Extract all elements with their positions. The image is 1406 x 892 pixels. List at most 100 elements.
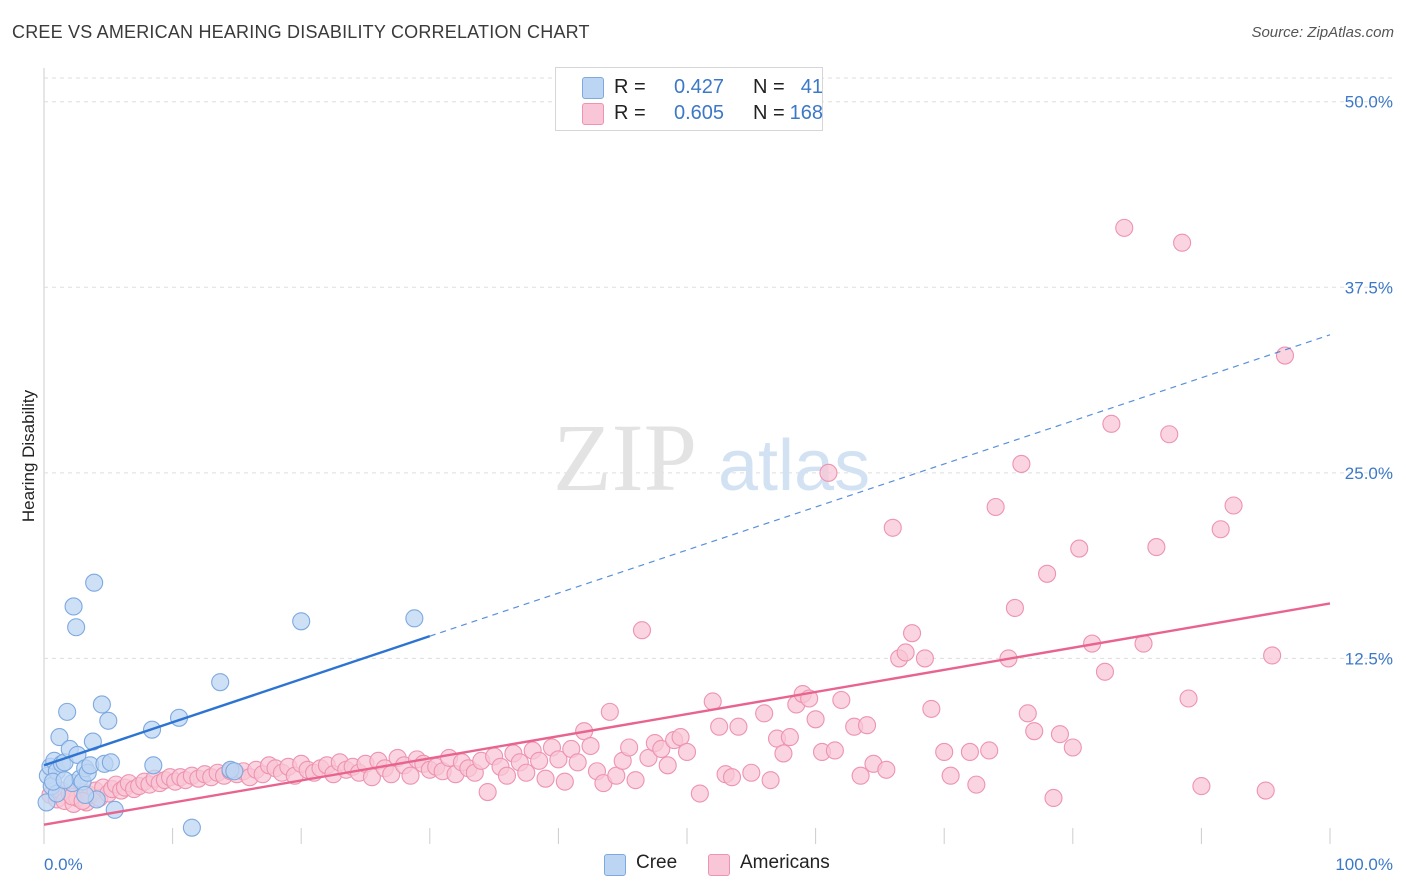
- americans-point: [877, 760, 896, 779]
- americans-point: [1025, 722, 1044, 741]
- americans-point: [549, 750, 568, 769]
- x-tick-label: 0.0%: [44, 855, 83, 874]
- americans-point: [620, 738, 639, 757]
- legend-n-value: 168: [789, 102, 823, 124]
- legend-n-value: 41: [800, 76, 823, 98]
- americans-point: [980, 741, 999, 760]
- americans-point: [478, 782, 497, 802]
- americans-point: [1102, 414, 1121, 433]
- cree-point: [58, 702, 77, 721]
- cree-point: [292, 612, 311, 631]
- y-tick-label: 12.5%: [1345, 649, 1393, 668]
- chart-source: Source: ZipAtlas.com: [1251, 24, 1394, 41]
- americans-point: [806, 710, 825, 729]
- cree-point: [182, 818, 201, 837]
- legend-swatch-cree: [582, 77, 604, 99]
- cree-point: [101, 753, 120, 772]
- cree-point: [76, 785, 95, 805]
- americans-point: [851, 766, 870, 785]
- americans-point: [1115, 218, 1134, 237]
- americans-point: [742, 763, 761, 782]
- cree-point: [55, 771, 74, 790]
- cree-point: [64, 597, 83, 616]
- americans-point: [536, 769, 555, 788]
- cree-point: [67, 618, 86, 637]
- americans-point: [1070, 539, 1089, 558]
- americans-trend-line: [43, 602, 1331, 826]
- americans-point: [568, 753, 587, 772]
- americans-point: [902, 624, 922, 643]
- americans-point: [1044, 788, 1063, 808]
- americans-point: [832, 690, 851, 710]
- americans-point: [774, 744, 793, 763]
- americans-point: [1224, 496, 1243, 515]
- americans-point: [755, 704, 774, 723]
- y-tick-label: 50.0%: [1345, 93, 1393, 112]
- y-tick-label: 37.5%: [1345, 278, 1393, 297]
- x-tick-label: 100.0%: [1335, 855, 1393, 874]
- watermark: ZIP atlas: [553, 404, 870, 511]
- americans-point: [857, 716, 877, 735]
- americans-point: [652, 739, 671, 759]
- americans-point: [1147, 538, 1166, 557]
- americans-point: [517, 763, 536, 782]
- legend-swatch-americans: [582, 103, 604, 125]
- stats-legend: R = 0.427 N = 41 R = 0.605 N = 168: [555, 67, 823, 131]
- americans-point: [896, 643, 915, 662]
- americans-point: [703, 692, 722, 711]
- x-tick-marks: [43, 828, 1331, 844]
- americans-point: [967, 775, 986, 794]
- americans-point: [819, 463, 838, 482]
- cree-point: [92, 695, 111, 714]
- americans-point: [780, 728, 799, 747]
- cree-point: [144, 756, 163, 775]
- legend-n-label: N =: [753, 76, 785, 98]
- cree-point: [405, 609, 424, 628]
- americans-point: [729, 717, 748, 736]
- americans-point: [1173, 233, 1192, 252]
- americans-point: [401, 766, 420, 785]
- americans-point: [677, 742, 697, 762]
- legend-n-label: N =: [753, 102, 785, 124]
- americans-point: [960, 742, 979, 762]
- americans-point: [1192, 777, 1211, 796]
- y-axis-label: Hearing Disability: [19, 389, 38, 522]
- y-tick-label: 25.0%: [1345, 464, 1393, 483]
- chart-title: CREE VS AMERICAN HEARING DISABILITY CORR…: [12, 22, 590, 42]
- cree-trend-extension: [429, 334, 1331, 637]
- americans-point: [1012, 454, 1031, 473]
- americans-point: [626, 771, 645, 790]
- americans-point: [1005, 598, 1024, 617]
- americans-point: [1095, 662, 1114, 681]
- series-cree: [37, 573, 424, 837]
- americans-point: [761, 771, 780, 790]
- americans-point: [632, 621, 652, 640]
- americans-point: [1063, 738, 1082, 757]
- americans-point: [581, 736, 600, 756]
- americans-point: [986, 497, 1005, 517]
- americans-point: [497, 766, 517, 785]
- trend-lines: [43, 334, 1331, 826]
- americans-point: [1160, 425, 1179, 444]
- cree-trend-line: [43, 635, 431, 767]
- americans-point: [941, 766, 960, 785]
- bottom-legend-label-americans: Americans: [740, 852, 830, 873]
- series-americans: [41, 218, 1295, 813]
- americans-point: [722, 768, 742, 787]
- legend-r-value: 0.605: [674, 102, 725, 124]
- americans-point: [935, 742, 954, 762]
- cree-point: [105, 800, 124, 819]
- americans-point: [883, 518, 902, 537]
- americans-point: [1263, 646, 1282, 665]
- americans-point: [530, 751, 549, 770]
- americans-point: [1211, 520, 1230, 539]
- americans-point: [915, 649, 934, 668]
- americans-point: [1018, 704, 1037, 723]
- watermark-atlas: atlas: [718, 426, 870, 506]
- americans-point: [690, 784, 709, 803]
- bottom-legend-swatch-americans: [708, 854, 730, 876]
- americans-point: [555, 772, 574, 791]
- legend-r-value: 0.427: [674, 76, 725, 98]
- bottom-legend-label-cree: Cree: [636, 852, 678, 873]
- americans-point: [1275, 346, 1295, 365]
